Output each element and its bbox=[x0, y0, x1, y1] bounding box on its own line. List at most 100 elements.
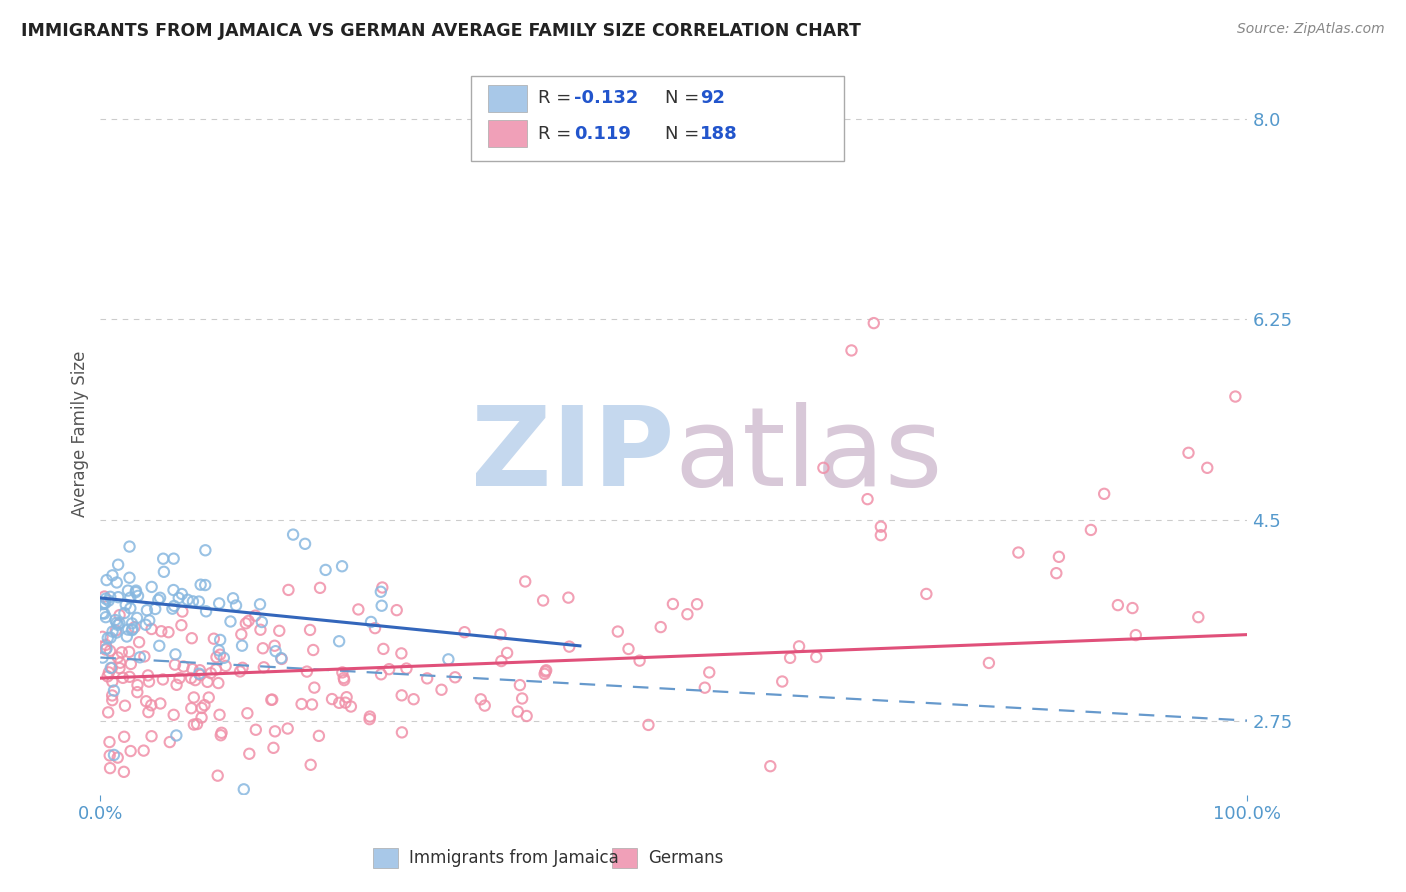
Point bbox=[124, 620, 146, 634]
Point bbox=[105, 615, 128, 630]
Point bbox=[193, 698, 215, 713]
Point bbox=[231, 627, 253, 641]
Point bbox=[389, 647, 412, 661]
Point bbox=[229, 665, 252, 679]
Point bbox=[186, 717, 208, 731]
Point bbox=[103, 683, 125, 698]
Point bbox=[111, 645, 134, 659]
Text: N =: N = bbox=[665, 89, 699, 107]
Point bbox=[531, 593, 554, 607]
Point bbox=[787, 640, 810, 654]
Point bbox=[299, 757, 322, 772]
Point bbox=[340, 699, 363, 714]
Point bbox=[101, 661, 124, 675]
Point bbox=[93, 596, 115, 610]
Point bbox=[211, 726, 233, 740]
Point bbox=[1125, 628, 1147, 642]
Point bbox=[105, 625, 128, 640]
Point bbox=[1107, 598, 1129, 612]
Point bbox=[98, 748, 121, 763]
Point bbox=[1225, 390, 1247, 404]
Point bbox=[135, 694, 157, 708]
Point bbox=[977, 656, 1000, 670]
Point bbox=[373, 641, 395, 656]
Point bbox=[245, 723, 267, 737]
Point bbox=[101, 693, 124, 707]
Point bbox=[194, 578, 217, 592]
Point bbox=[141, 580, 163, 594]
Point bbox=[96, 641, 118, 656]
Point bbox=[470, 692, 492, 706]
Point bbox=[112, 764, 135, 779]
Point bbox=[162, 582, 184, 597]
Point bbox=[779, 651, 801, 665]
Point bbox=[125, 583, 148, 598]
Point bbox=[301, 698, 323, 712]
Point bbox=[628, 654, 651, 668]
Point bbox=[238, 747, 260, 761]
Point bbox=[94, 642, 117, 657]
Point bbox=[697, 665, 720, 680]
Point bbox=[101, 568, 124, 582]
Point bbox=[332, 671, 354, 685]
Point bbox=[107, 590, 129, 604]
Point bbox=[302, 643, 325, 657]
Text: 188: 188 bbox=[700, 125, 738, 143]
Point bbox=[108, 616, 131, 631]
Point bbox=[148, 593, 170, 607]
Point bbox=[150, 624, 173, 639]
Point bbox=[262, 740, 284, 755]
Point bbox=[841, 343, 863, 358]
Point bbox=[676, 607, 699, 622]
Point bbox=[138, 614, 160, 628]
Point bbox=[149, 697, 172, 711]
Point bbox=[759, 759, 782, 773]
Point bbox=[121, 616, 143, 631]
Point bbox=[96, 573, 118, 587]
Point bbox=[637, 718, 659, 732]
Point bbox=[238, 614, 260, 628]
Point bbox=[101, 674, 124, 689]
Point bbox=[516, 709, 538, 723]
Point bbox=[125, 611, 148, 625]
Point bbox=[264, 644, 287, 658]
Point bbox=[202, 632, 225, 646]
Point bbox=[98, 590, 121, 604]
Point bbox=[662, 597, 685, 611]
Point bbox=[335, 696, 357, 710]
Y-axis label: Average Family Size: Average Family Size bbox=[72, 351, 89, 517]
Point bbox=[141, 622, 163, 636]
Point bbox=[359, 712, 381, 726]
Point bbox=[336, 690, 359, 705]
Point bbox=[169, 671, 191, 685]
Point bbox=[143, 602, 166, 616]
Point bbox=[108, 608, 131, 623]
Point bbox=[333, 673, 356, 687]
Point bbox=[114, 598, 136, 612]
Point bbox=[813, 460, 835, 475]
Point bbox=[118, 645, 141, 659]
Point bbox=[162, 601, 184, 615]
Point bbox=[103, 747, 125, 762]
Point bbox=[190, 577, 212, 591]
Point bbox=[245, 608, 267, 623]
Point bbox=[232, 782, 254, 797]
Point bbox=[252, 641, 274, 656]
Point bbox=[132, 743, 155, 757]
Point bbox=[200, 666, 222, 681]
Point bbox=[856, 492, 879, 507]
Point bbox=[136, 603, 159, 617]
Point bbox=[183, 717, 205, 731]
Point bbox=[309, 581, 332, 595]
Point bbox=[163, 707, 186, 722]
Point bbox=[128, 635, 150, 649]
Point bbox=[370, 667, 392, 681]
Point bbox=[235, 616, 257, 631]
Point bbox=[159, 735, 181, 749]
Point bbox=[534, 665, 557, 679]
Point bbox=[249, 623, 271, 637]
Point bbox=[557, 591, 579, 605]
Point bbox=[208, 707, 231, 722]
Point bbox=[277, 722, 299, 736]
Point bbox=[606, 624, 628, 639]
